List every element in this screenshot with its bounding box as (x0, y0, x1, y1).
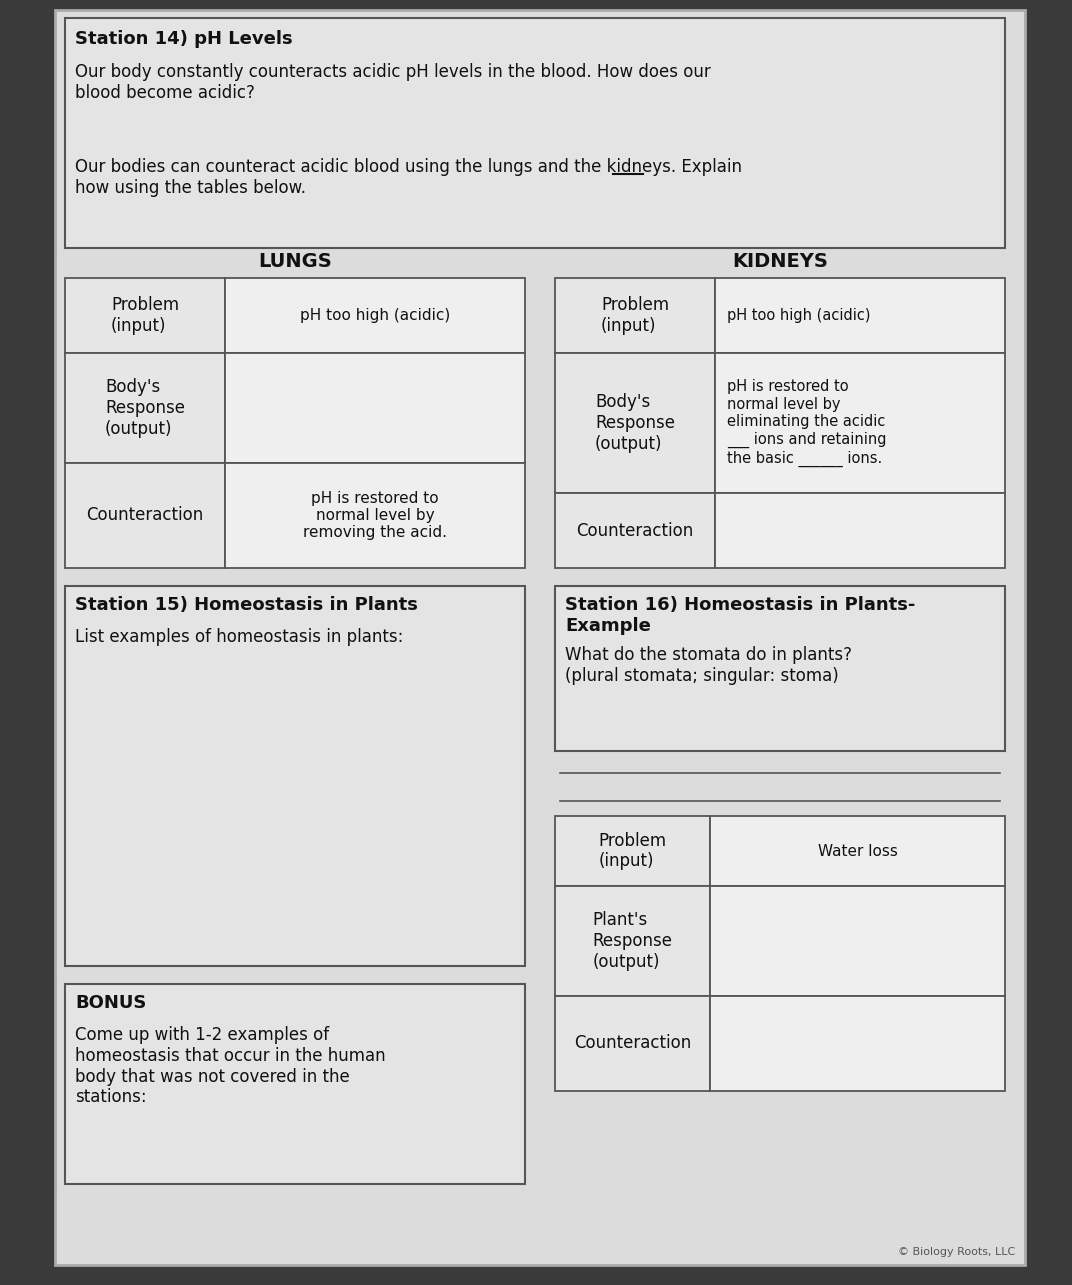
Text: Station 14) pH Levels: Station 14) pH Levels (75, 30, 293, 48)
Bar (65, 463, 225, 568)
Bar (225, 353, 525, 463)
Text: LUNGS: LUNGS (258, 252, 332, 271)
Bar (65, 984, 525, 1183)
Bar (555, 586, 1006, 750)
Text: Body's
Response
(output): Body's Response (output) (105, 378, 185, 438)
Text: pH too high (acidic): pH too high (acidic) (300, 308, 450, 323)
Bar (555, 816, 710, 885)
Text: Counteraction: Counteraction (577, 522, 694, 540)
Bar (555, 996, 710, 1091)
Bar (225, 278, 525, 353)
Bar (710, 816, 1006, 885)
Text: pH is restored to
normal level by
eliminating the acidic
___ ions and retaining
: pH is restored to normal level by elimin… (727, 379, 887, 466)
Text: Body's
Response
(output): Body's Response (output) (595, 393, 675, 452)
Bar (555, 493, 715, 568)
Bar (555, 353, 715, 493)
Text: Plant's
Response
(output): Plant's Response (output) (593, 911, 672, 970)
Text: pH is restored to
normal level by
removing the acid.: pH is restored to normal level by removi… (303, 491, 447, 541)
Text: Counteraction: Counteraction (574, 1034, 691, 1052)
Bar (65, 18, 1006, 248)
Text: © Biology Roots, LLC: © Biology Roots, LLC (897, 1246, 1015, 1257)
Bar (710, 885, 1006, 996)
Bar (710, 996, 1006, 1091)
Bar (555, 278, 715, 353)
Bar (225, 463, 525, 568)
Bar (555, 885, 710, 996)
Text: Problem
(input): Problem (input) (601, 296, 669, 335)
Text: Counteraction: Counteraction (87, 506, 204, 524)
Text: Our body constantly counteracts acidic pH levels in the blood. How does our
bloo: Our body constantly counteracts acidic p… (75, 63, 711, 102)
Text: BONUS: BONUS (75, 995, 147, 1013)
Bar (65, 278, 225, 353)
Text: Our bodies can counteract acidic blood using the lungs and the kidneys. Explain
: Our bodies can counteract acidic blood u… (75, 158, 742, 197)
Bar (65, 353, 225, 463)
Text: Come up with 1-2 examples of
homeostasis that occur in the human
body that was n: Come up with 1-2 examples of homeostasis… (75, 1025, 386, 1106)
Text: Water loss: Water loss (818, 843, 897, 858)
Bar (65, 586, 525, 966)
Text: pH too high (acidic): pH too high (acidic) (727, 308, 870, 323)
Text: KIDNEYS: KIDNEYS (732, 252, 828, 271)
Bar (715, 493, 1006, 568)
Bar (715, 278, 1006, 353)
Text: What do the stomata do in plants?
(plural stomata; singular: stoma): What do the stomata do in plants? (plura… (565, 646, 852, 685)
Text: List examples of homeostasis in plants:: List examples of homeostasis in plants: (75, 628, 403, 646)
Text: Problem
(input): Problem (input) (110, 296, 179, 335)
Text: Station 15) Homeostasis in Plants: Station 15) Homeostasis in Plants (75, 596, 418, 614)
Text: Station 16) Homeostasis in Plants-
Example: Station 16) Homeostasis in Plants- Examp… (565, 596, 915, 635)
Text: Problem
(input): Problem (input) (598, 831, 667, 870)
Bar (715, 353, 1006, 493)
